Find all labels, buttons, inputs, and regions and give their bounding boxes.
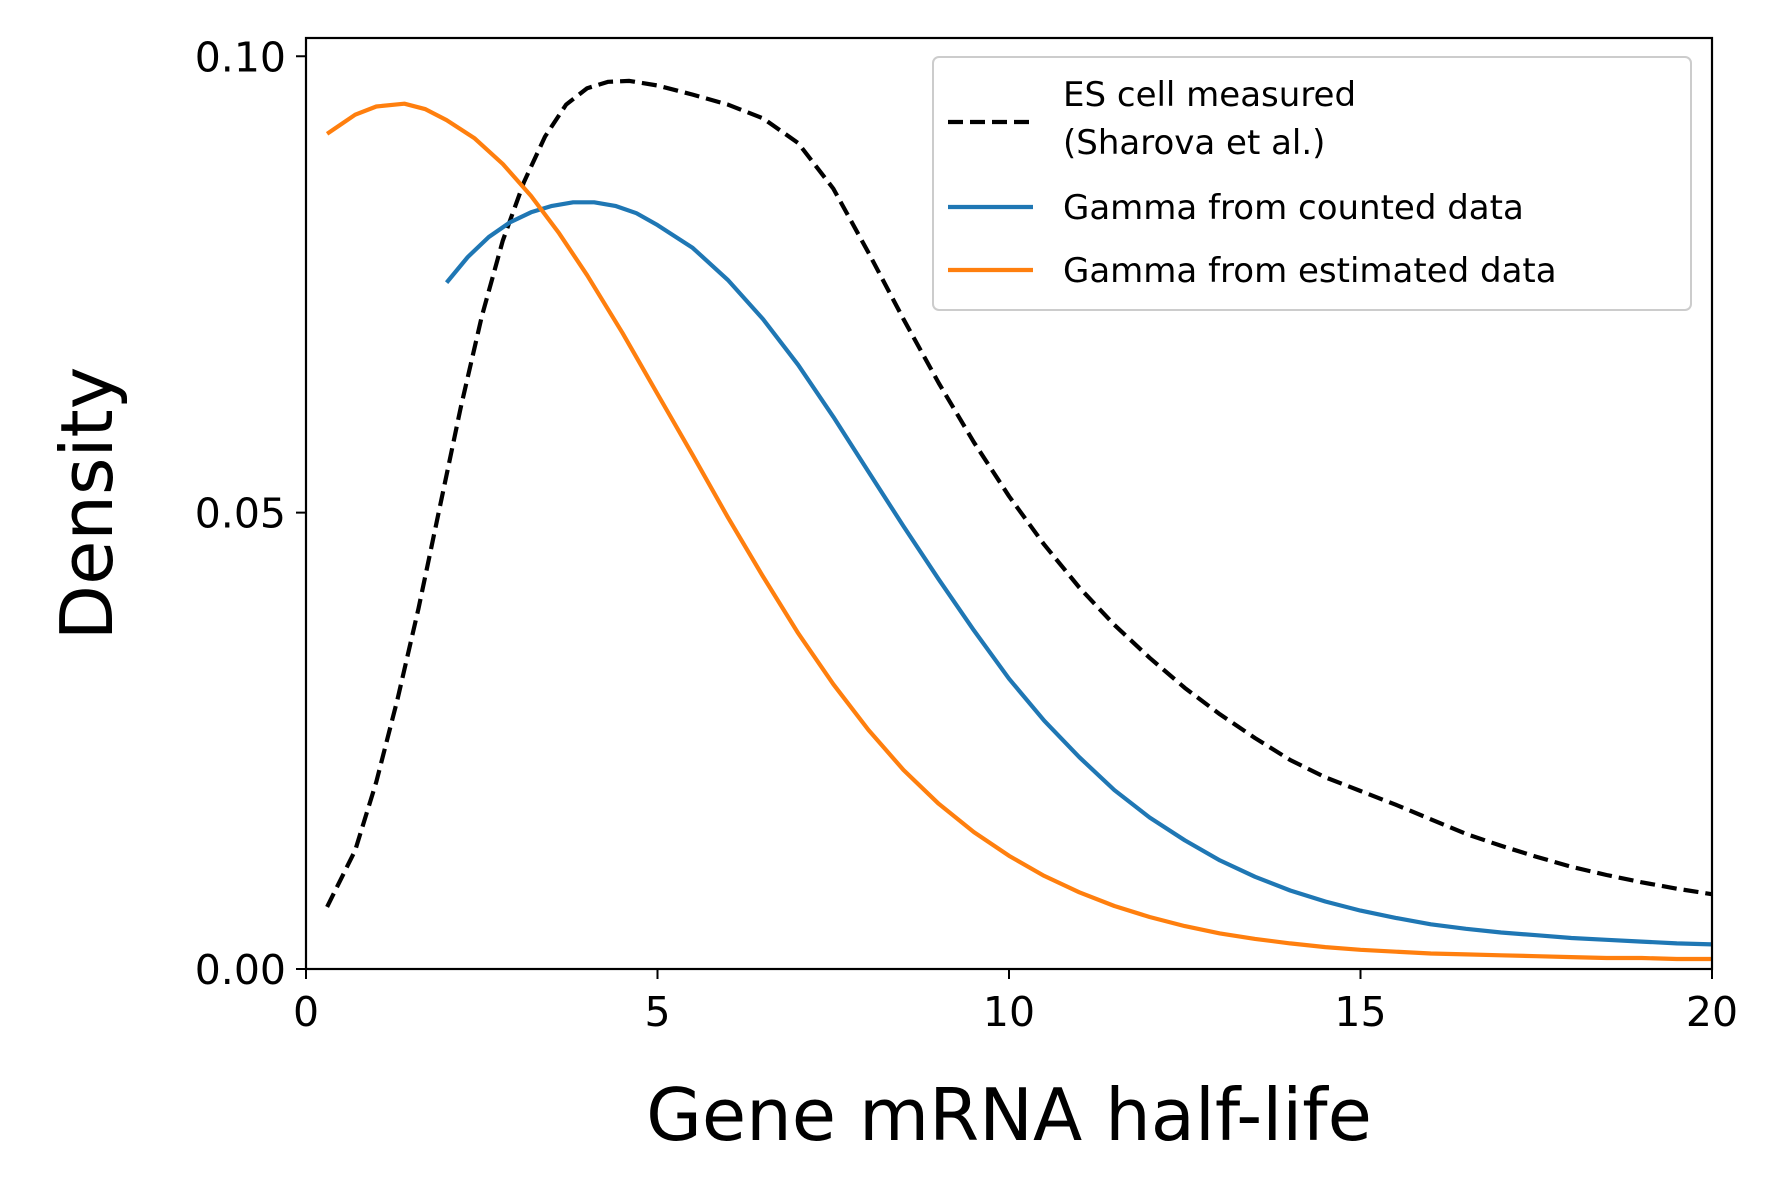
series-line-1 <box>325 78 1712 908</box>
y-axis-title: Density <box>45 367 129 641</box>
legend: ES cell measured (Sharova et al.) Gamma fr… <box>932 56 1692 311</box>
x-tick-label: 10 <box>983 988 1035 1036</box>
series-line-2 <box>444 200 1712 947</box>
legend-label-1: (Sharova et al.) <box>1063 123 1325 163</box>
legend-label-2: Gamma from counted data <box>1063 188 1524 228</box>
series-line-3 <box>325 101 1712 962</box>
y-tick-label: 0.00 <box>195 946 286 994</box>
y-axis: 0.00 0.05 0.10 <box>195 33 306 994</box>
legend-box <box>932 56 1692 311</box>
x-tick-label: 5 <box>644 988 670 1036</box>
legend-label-3: Gamma from estimated data <box>1063 251 1557 291</box>
x-tick-label: 20 <box>1686 988 1738 1036</box>
legend-label-1: ES cell measured <box>1063 75 1356 115</box>
series-layer <box>325 78 1712 962</box>
x-tick-label: 0 <box>293 988 319 1036</box>
y-tick-label: 0.05 <box>195 490 286 538</box>
x-axis: 0 5 10 15 20 <box>293 969 1738 1036</box>
x-axis-title: Gene mRNA half-life <box>646 1073 1372 1157</box>
y-tick-label: 0.10 <box>195 33 286 81</box>
x-tick-label: 15 <box>1334 988 1386 1036</box>
